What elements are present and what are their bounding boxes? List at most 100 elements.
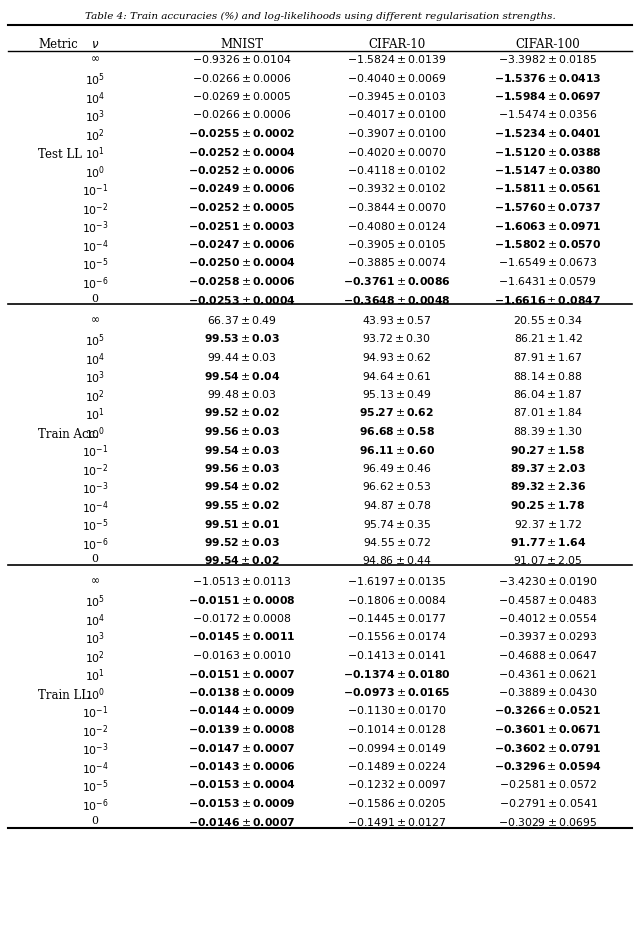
Text: $-0.3885 \pm 0.0074$: $-0.3885 \pm 0.0074$ <box>347 257 447 269</box>
Text: $94.87 \pm 0.78$: $94.87 \pm 0.78$ <box>363 499 431 511</box>
Text: $-0.3844 \pm 0.0070$: $-0.3844 \pm 0.0070$ <box>347 201 447 213</box>
Text: $\mathbf{90.27} \pm \mathbf{1.58}$: $\mathbf{90.27} \pm \mathbf{1.58}$ <box>510 443 586 455</box>
Text: $10^{5}$: $10^{5}$ <box>85 332 105 349</box>
Text: CIFAR-100: CIFAR-100 <box>516 38 580 51</box>
Text: $\mathbf{-0.0151} \pm \mathbf{0.0008}$: $\mathbf{-0.0151} \pm \mathbf{0.0008}$ <box>188 593 296 606</box>
Text: $10^{1}$: $10^{1}$ <box>85 407 105 423</box>
Text: $10^{-1}$: $10^{-1}$ <box>82 443 108 460</box>
Text: $\infty$: $\infty$ <box>90 53 100 63</box>
Text: $\mathbf{-1.5760} \pm \mathbf{0.0737}$: $\mathbf{-1.5760} \pm \mathbf{0.0737}$ <box>495 201 602 213</box>
Text: $87.91 \pm 1.67$: $87.91 \pm 1.67$ <box>513 351 583 363</box>
Text: $43.93 \pm 0.57$: $43.93 \pm 0.57$ <box>362 314 431 326</box>
Text: $-0.3889 \pm 0.0430$: $-0.3889 \pm 0.0430$ <box>498 686 598 698</box>
Text: $-0.4361 \pm 0.0621$: $-0.4361 \pm 0.0621$ <box>498 667 598 679</box>
Text: $\mathbf{-0.0145} \pm \mathbf{0.0011}$: $\mathbf{-0.0145} \pm \mathbf{0.0011}$ <box>188 631 296 643</box>
Text: $\mathbf{-0.0258} \pm \mathbf{0.0006}$: $\mathbf{-0.0258} \pm \mathbf{0.0006}$ <box>188 275 296 287</box>
Text: $\mathbf{91.77} \pm \mathbf{1.64}$: $\mathbf{91.77} \pm \mathbf{1.64}$ <box>510 536 586 548</box>
Text: $10^{-5}$: $10^{-5}$ <box>82 778 108 795</box>
Text: $10^{2}$: $10^{2}$ <box>85 649 105 665</box>
Text: $\mathbf{-0.0138} \pm \mathbf{0.0009}$: $\mathbf{-0.0138} \pm \mathbf{0.0009}$ <box>188 686 296 698</box>
Text: $-0.0163 \pm 0.0010$: $-0.0163 \pm 0.0010$ <box>192 649 292 661</box>
Text: $\mathbf{-0.0247} \pm \mathbf{0.0006}$: $\mathbf{-0.0247} \pm \mathbf{0.0006}$ <box>188 238 296 250</box>
Text: $10^{-2}$: $10^{-2}$ <box>82 723 108 740</box>
Text: 0: 0 <box>92 815 99 826</box>
Text: $\mathbf{-0.3602} \pm \mathbf{0.0791}$: $\mathbf{-0.3602} \pm \mathbf{0.0791}$ <box>494 742 602 754</box>
Text: $94.93 \pm 0.62$: $94.93 \pm 0.62$ <box>362 351 432 363</box>
Text: $10^{4}$: $10^{4}$ <box>85 351 105 368</box>
Text: $-1.6549 \pm 0.0673$: $-1.6549 \pm 0.0673$ <box>498 257 598 269</box>
Text: $10^{5}$: $10^{5}$ <box>85 72 105 88</box>
Text: $\mathbf{-0.3266} \pm \mathbf{0.0521}$: $\mathbf{-0.3266} \pm \mathbf{0.0521}$ <box>495 704 602 717</box>
Text: $\mathbf{99.51} \pm \mathbf{0.01}$: $\mathbf{99.51} \pm \mathbf{0.01}$ <box>204 518 280 530</box>
Text: $\mathbf{95.27} \pm \mathbf{0.62}$: $\mathbf{95.27} \pm \mathbf{0.62}$ <box>360 407 435 419</box>
Text: $\mathbf{-1.6616} \pm \mathbf{0.0847}$: $\mathbf{-1.6616} \pm \mathbf{0.0847}$ <box>495 294 602 305</box>
Text: $-0.0266 \pm 0.0006$: $-0.0266 \pm 0.0006$ <box>192 72 292 83</box>
Text: $\mathbf{-0.0255} \pm \mathbf{0.0002}$: $\mathbf{-0.0255} \pm \mathbf{0.0002}$ <box>188 127 296 139</box>
Text: $-3.4230 \pm 0.0190$: $-3.4230 \pm 0.0190$ <box>498 575 598 587</box>
Text: $-0.1232 \pm 0.0097$: $-0.1232 \pm 0.0097$ <box>347 778 447 790</box>
Text: $88.14 \pm 0.88$: $88.14 \pm 0.88$ <box>513 369 583 382</box>
Text: $93.72 \pm 0.30$: $93.72 \pm 0.30$ <box>362 332 431 344</box>
Text: $\mathbf{99.55} \pm \mathbf{0.02}$: $\mathbf{99.55} \pm \mathbf{0.02}$ <box>204 499 280 511</box>
Text: $\mathbf{99.54} \pm \mathbf{0.02}$: $\mathbf{99.54} \pm \mathbf{0.02}$ <box>204 480 280 493</box>
Text: $10^{-6}$: $10^{-6}$ <box>82 797 108 814</box>
Text: $20.55 \pm 0.34$: $20.55 \pm 0.34$ <box>513 314 583 326</box>
Text: $10^{-4}$: $10^{-4}$ <box>82 238 108 255</box>
Text: $10^{-2}$: $10^{-2}$ <box>82 201 108 217</box>
Text: $86.04 \pm 1.87$: $86.04 \pm 1.87$ <box>513 388 583 400</box>
Text: $\infty$: $\infty$ <box>90 314 100 324</box>
Text: $\mathbf{-1.5120} \pm \mathbf{0.0388}$: $\mathbf{-1.5120} \pm \mathbf{0.0388}$ <box>494 146 602 158</box>
Text: $\mathbf{-1.5802} \pm \mathbf{0.0570}$: $\mathbf{-1.5802} \pm \mathbf{0.0570}$ <box>494 238 602 250</box>
Text: $\mathbf{-0.3601} \pm \mathbf{0.0671}$: $\mathbf{-0.3601} \pm \mathbf{0.0671}$ <box>494 723 602 735</box>
Text: $-0.4118 \pm 0.0102$: $-0.4118 \pm 0.0102$ <box>348 164 447 176</box>
Text: $\mathbf{-0.3648} \pm \mathbf{0.0048}$: $\mathbf{-0.3648} \pm \mathbf{0.0048}$ <box>343 294 451 305</box>
Text: $10^{-6}$: $10^{-6}$ <box>82 275 108 292</box>
Text: $-1.6431 \pm 0.0579$: $-1.6431 \pm 0.0579$ <box>499 275 598 287</box>
Text: $-1.5474 \pm 0.0356$: $-1.5474 \pm 0.0356$ <box>498 108 598 120</box>
Text: $-0.3932 \pm 0.0102$: $-0.3932 \pm 0.0102$ <box>348 183 447 194</box>
Text: $\mathbf{-1.5234} \pm \mathbf{0.0401}$: $\mathbf{-1.5234} \pm \mathbf{0.0401}$ <box>494 127 602 139</box>
Text: $87.01 \pm 1.84$: $87.01 \pm 1.84$ <box>513 407 583 419</box>
Text: $96.49 \pm 0.46$: $96.49 \pm 0.46$ <box>362 462 432 474</box>
Text: $-0.1556 \pm 0.0174$: $-0.1556 \pm 0.0174$ <box>347 631 447 643</box>
Text: $-0.0269 \pm 0.0005$: $-0.0269 \pm 0.0005$ <box>192 90 292 102</box>
Text: $\mathbf{-0.0252} \pm \mathbf{0.0006}$: $\mathbf{-0.0252} \pm \mathbf{0.0006}$ <box>188 164 296 176</box>
Text: $10^{3}$: $10^{3}$ <box>85 631 105 648</box>
Text: $\mathbf{-0.0252} \pm \mathbf{0.0005}$: $\mathbf{-0.0252} \pm \mathbf{0.0005}$ <box>188 201 296 213</box>
Text: Table 4: Train accuracies (%) and log-likelihoods using different regularisation: Table 4: Train accuracies (%) and log-li… <box>84 12 556 21</box>
Text: $\mathbf{-1.5811} \pm \mathbf{0.0561}$: $\mathbf{-1.5811} \pm \mathbf{0.0561}$ <box>494 183 602 194</box>
Text: $\mathbf{90.25} \pm \mathbf{1.78}$: $\mathbf{90.25} \pm \mathbf{1.78}$ <box>510 499 586 511</box>
Text: $-0.9326 \pm 0.0104$: $-0.9326 \pm 0.0104$ <box>192 53 292 65</box>
Text: $10^{-1}$: $10^{-1}$ <box>82 183 108 199</box>
Text: $10^{0}$: $10^{0}$ <box>85 686 105 703</box>
Text: $96.62 \pm 0.53$: $96.62 \pm 0.53$ <box>362 480 432 493</box>
Text: $10^{-3}$: $10^{-3}$ <box>82 219 108 236</box>
Text: $\mathbf{99.54} \pm \mathbf{0.02}$: $\mathbf{99.54} \pm \mathbf{0.02}$ <box>204 554 280 566</box>
Text: $\mathbf{-1.5984} \pm \mathbf{0.0697}$: $\mathbf{-1.5984} \pm \mathbf{0.0697}$ <box>494 90 602 102</box>
Text: $-0.2791 \pm 0.0541$: $-0.2791 \pm 0.0541$ <box>499 797 598 809</box>
Text: $-0.0994 \pm 0.0149$: $-0.0994 \pm 0.0149$ <box>347 742 447 754</box>
Text: $\mathbf{-0.0153} \pm \mathbf{0.0009}$: $\mathbf{-0.0153} \pm \mathbf{0.0009}$ <box>188 797 296 809</box>
Text: $10^{0}$: $10^{0}$ <box>85 425 105 441</box>
Text: $\mathbf{99.54} \pm \mathbf{0.03}$: $\mathbf{99.54} \pm \mathbf{0.03}$ <box>204 443 280 455</box>
Text: $-0.4012 \pm 0.0554$: $-0.4012 \pm 0.0554$ <box>498 612 598 624</box>
Text: $10^{4}$: $10^{4}$ <box>85 90 105 106</box>
Text: $-3.3982 \pm 0.0185$: $-3.3982 \pm 0.0185$ <box>498 53 598 65</box>
Text: $-0.1130 \pm 0.0170$: $-0.1130 \pm 0.0170$ <box>347 704 447 717</box>
Text: $-0.3945 \pm 0.0103$: $-0.3945 \pm 0.0103$ <box>347 90 447 102</box>
Text: $\mathbf{-0.0252} \pm \mathbf{0.0004}$: $\mathbf{-0.0252} \pm \mathbf{0.0004}$ <box>188 146 296 158</box>
Text: $10^{1}$: $10^{1}$ <box>85 146 105 162</box>
Text: $10^{-6}$: $10^{-6}$ <box>82 536 108 552</box>
Text: $-0.2581 \pm 0.0572$: $-0.2581 \pm 0.0572$ <box>499 778 597 790</box>
Text: $10^{0}$: $10^{0}$ <box>85 164 105 181</box>
Text: $\mathbf{-0.0146} \pm \mathbf{0.0007}$: $\mathbf{-0.0146} \pm \mathbf{0.0007}$ <box>188 815 296 828</box>
Text: $10^{1}$: $10^{1}$ <box>85 667 105 684</box>
Text: $10^{-5}$: $10^{-5}$ <box>82 257 108 273</box>
Text: $\mathbf{-1.6063} \pm \mathbf{0.0971}$: $\mathbf{-1.6063} \pm \mathbf{0.0971}$ <box>494 219 602 231</box>
Text: $\mathbf{99.54} \pm \mathbf{0.04}$: $\mathbf{99.54} \pm \mathbf{0.04}$ <box>204 369 280 382</box>
Text: 0: 0 <box>92 554 99 564</box>
Text: $-1.6197 \pm 0.0135$: $-1.6197 \pm 0.0135$ <box>348 575 447 587</box>
Text: $\mathbf{99.52} \pm \mathbf{0.03}$: $\mathbf{99.52} \pm \mathbf{0.03}$ <box>204 536 280 548</box>
Text: $\infty$: $\infty$ <box>90 575 100 585</box>
Text: $10^{-1}$: $10^{-1}$ <box>82 704 108 721</box>
